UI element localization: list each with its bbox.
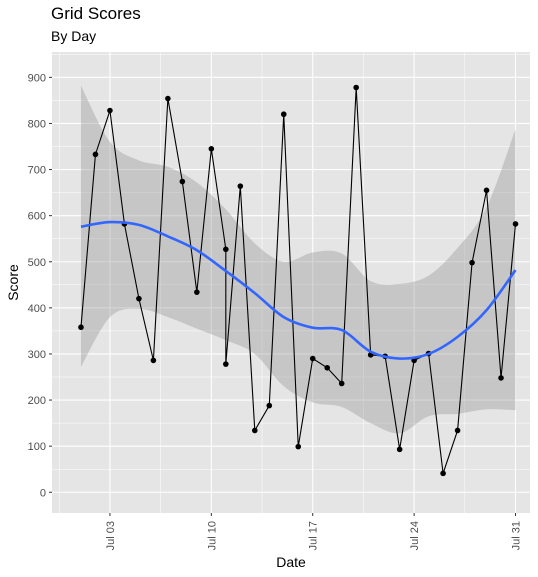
- data-point: [165, 95, 171, 102]
- data-point: [483, 187, 490, 194]
- data-point: [280, 111, 287, 118]
- x-axis-title: Date: [276, 554, 306, 570]
- x-tick-label: Jul 10: [206, 521, 218, 550]
- y-axis: 0 100 200 300 400 500 600 700 800 900: [28, 72, 52, 499]
- data-point: [78, 324, 84, 331]
- y-tick-label: 300: [28, 349, 46, 361]
- data-point: [107, 107, 113, 114]
- confidence-band: [80, 85, 516, 434]
- data-point: [353, 84, 359, 91]
- minor-gridlines: [52, 52, 530, 513]
- data-point: [498, 375, 504, 381]
- data-point: [512, 221, 519, 227]
- data-point: [309, 355, 316, 362]
- data-point: [266, 402, 273, 409]
- data-point: [237, 183, 244, 189]
- chart-subtitle: By Day: [51, 28, 97, 44]
- series-line: [80, 87, 517, 474]
- y-axis-title: Score: [5, 264, 21, 301]
- data-point: [92, 151, 99, 158]
- y-tick-label: 0: [40, 487, 46, 499]
- data-point: [150, 357, 157, 364]
- smooth-line: [80, 220, 517, 360]
- y-tick-label: 600: [28, 211, 46, 223]
- data-point: [223, 361, 229, 367]
- data-point: [324, 364, 331, 371]
- data-point: [469, 259, 475, 266]
- data-points: [78, 84, 519, 477]
- x-tick-label: Jul 03: [105, 521, 117, 550]
- chart-title: Grid Scores: [51, 4, 141, 23]
- data-point: [223, 246, 229, 253]
- y-tick-label: 700: [28, 165, 46, 177]
- y-tick-label: 400: [28, 303, 46, 315]
- confidence-band-area: [80, 85, 516, 434]
- data-point: [251, 427, 258, 434]
- data-point: [136, 295, 142, 302]
- x-tick-label: Jul 24: [409, 521, 421, 550]
- major-gridlines: [52, 52, 530, 513]
- data-point: [208, 146, 215, 152]
- data-point: [440, 470, 446, 477]
- data-point: [338, 380, 345, 387]
- smooth-fit-line: [80, 220, 517, 360]
- y-tick-label: 100: [28, 441, 46, 453]
- data-point: [295, 443, 302, 450]
- data-point: [396, 446, 403, 453]
- y-tick-label: 200: [28, 395, 46, 407]
- data-point: [454, 427, 461, 434]
- y-tick-label: 900: [28, 72, 46, 84]
- data-point: [179, 178, 186, 185]
- data-line: [80, 87, 517, 474]
- y-tick-label: 800: [28, 118, 46, 130]
- data-point: [194, 289, 200, 295]
- x-axis: Jul 03 Jul 10 Jul 17 Jul 24 Jul 31: [105, 513, 523, 550]
- x-tick-label: Jul 31: [511, 521, 523, 550]
- x-tick-label: Jul 17: [308, 521, 320, 550]
- y-tick-label: 500: [28, 257, 46, 269]
